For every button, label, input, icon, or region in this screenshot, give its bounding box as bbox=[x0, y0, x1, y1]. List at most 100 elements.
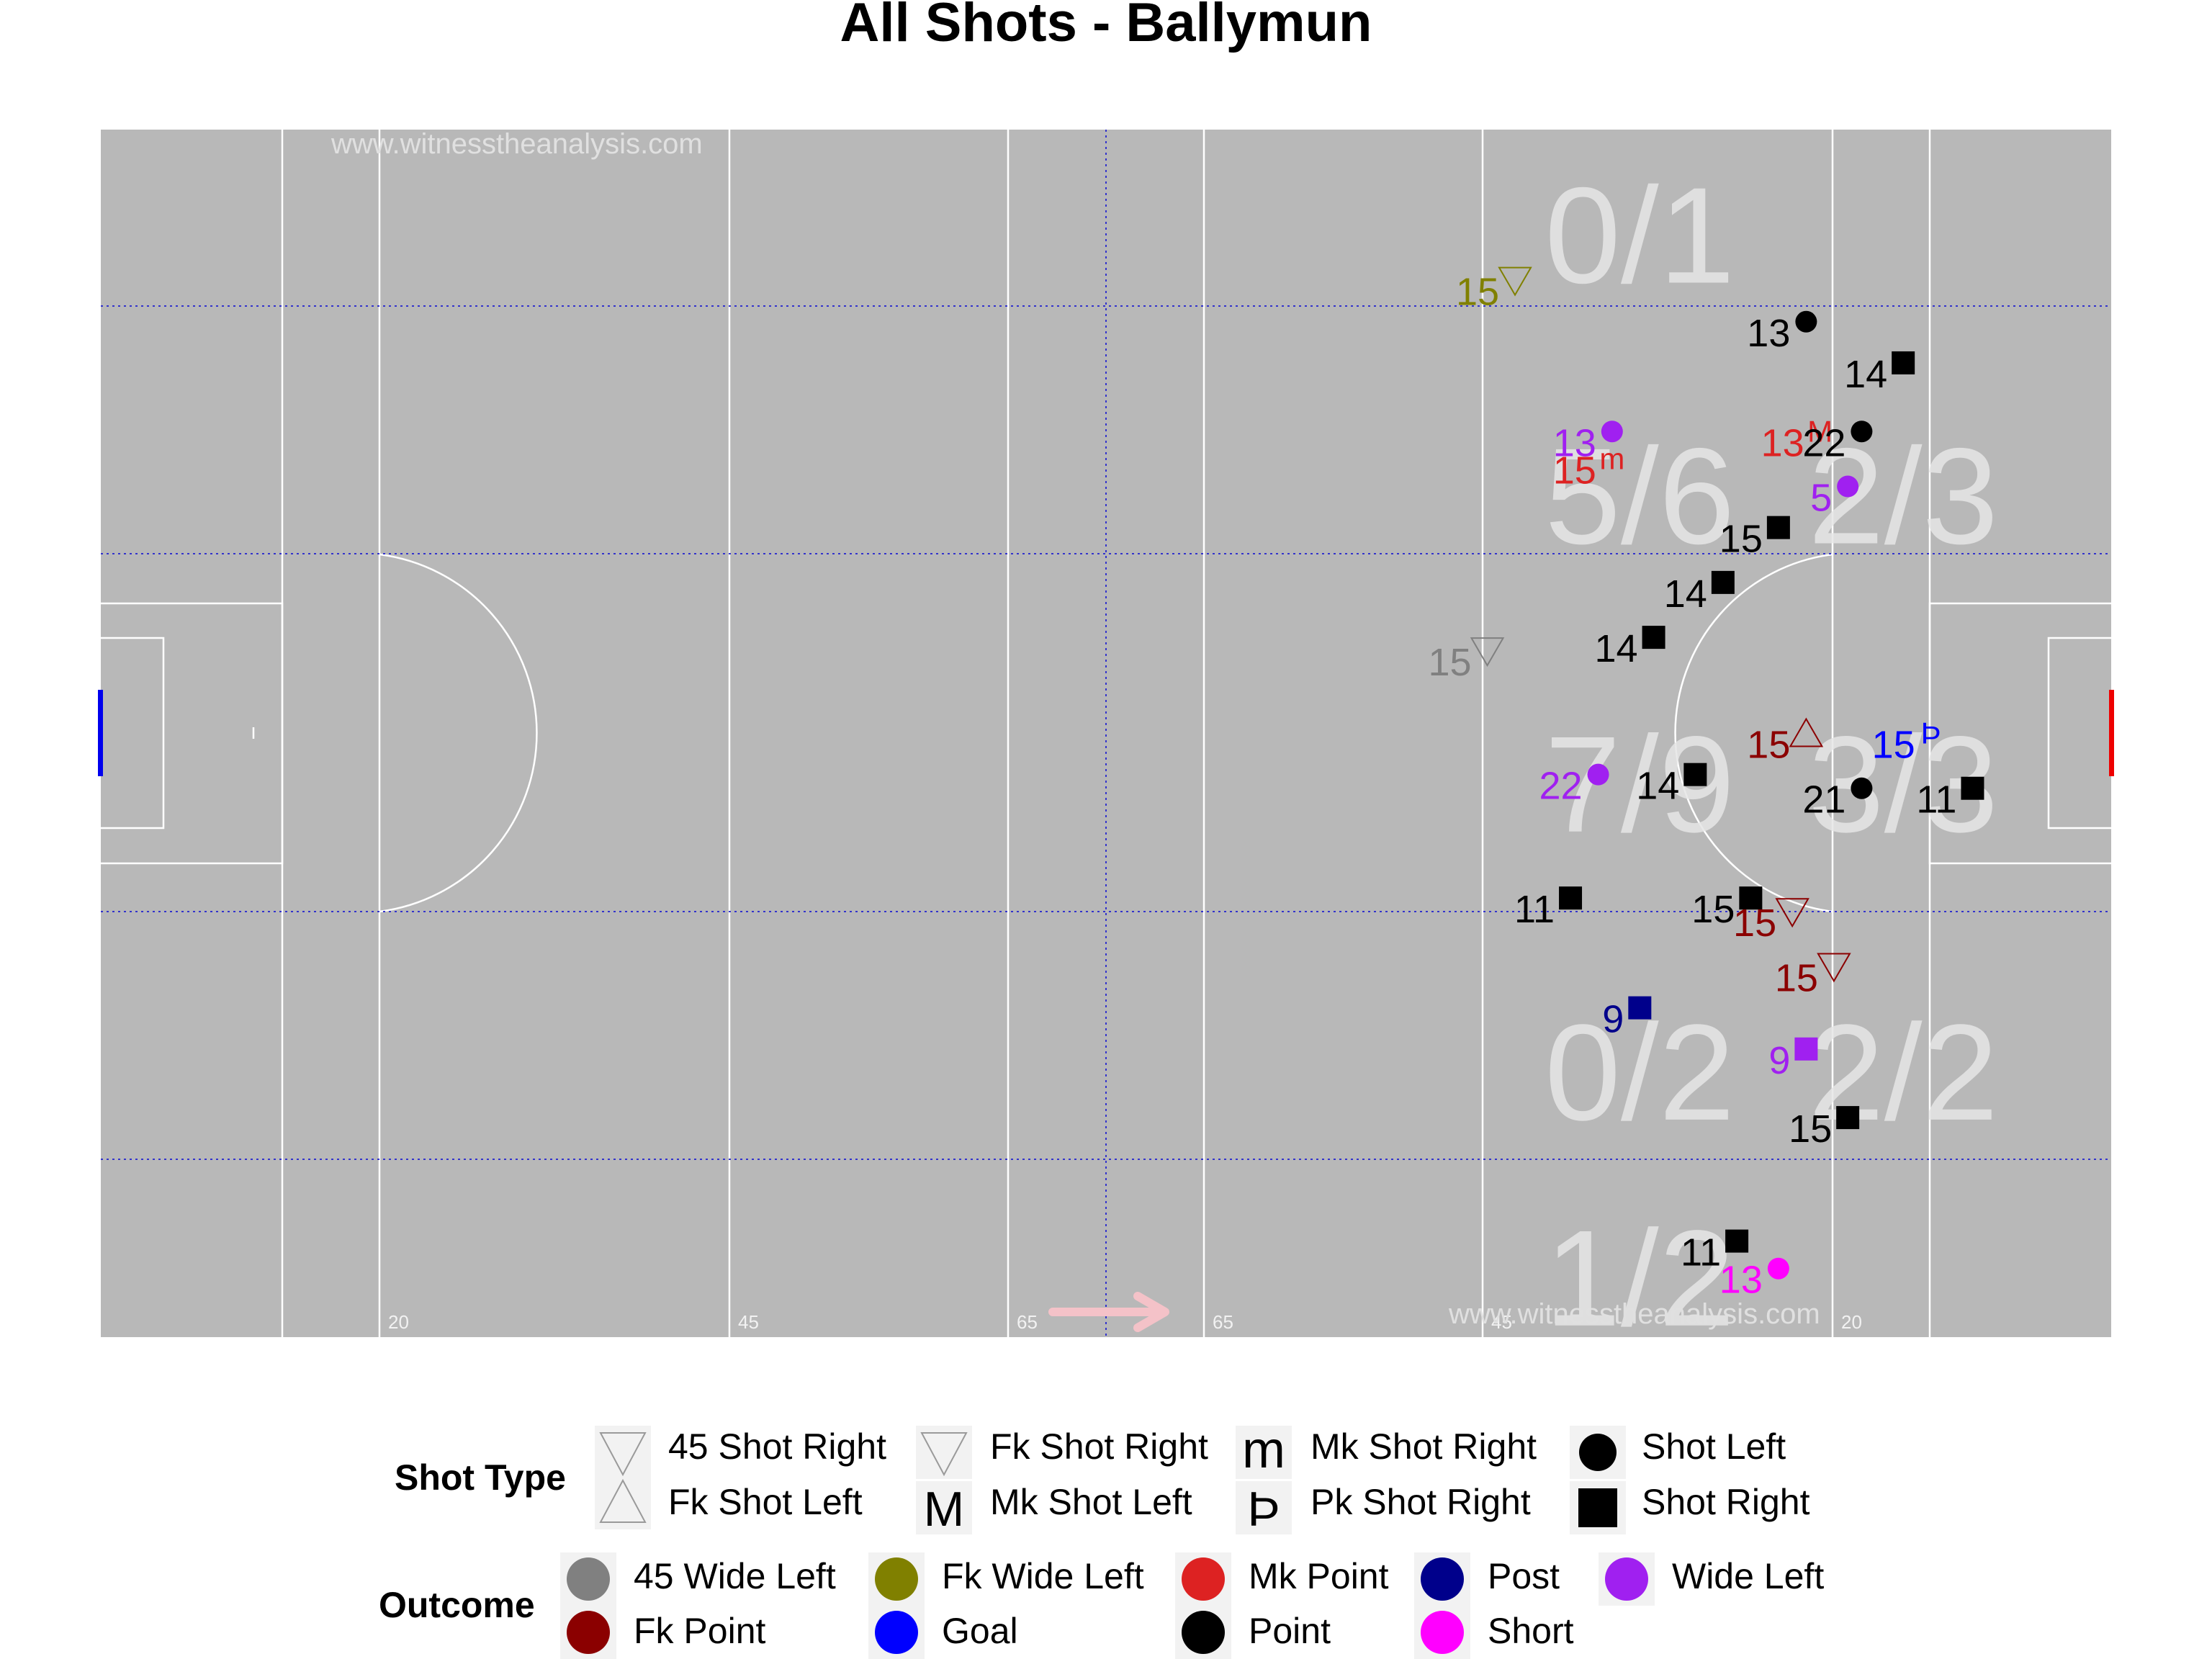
distance-label: 45 bbox=[738, 1311, 759, 1333]
pitch-lines bbox=[101, 130, 2111, 1337]
shot-point bbox=[1836, 1106, 1860, 1130]
shot-marker-shot-left: 22 bbox=[1802, 421, 1873, 464]
large-rectangle-left bbox=[101, 602, 284, 865]
shot-player-label: 9 bbox=[1768, 1039, 1790, 1082]
shot-player-label: 15 bbox=[1553, 449, 1596, 492]
legend-label-wide-left: Wide Left bbox=[1672, 1556, 1825, 1596]
shot-type-legend-title: Shot Type bbox=[395, 1457, 566, 1498]
zone-stat-label: 1/2 bbox=[1545, 1202, 1735, 1355]
key-mk-shot-right: m bbox=[1236, 1426, 1292, 1479]
shot-marker-shot-right: 15 bbox=[1789, 1106, 1860, 1151]
shot-point bbox=[1498, 266, 1532, 297]
shot-player-label: 15 bbox=[1719, 518, 1763, 561]
watermark-bottom: www.witnesstheanalysis.com bbox=[1448, 1298, 1820, 1330]
pitch-surface bbox=[101, 130, 2111, 1337]
shot-marker-fk-shot-right: 15 bbox=[1775, 953, 1851, 999]
distance-label: 65 bbox=[1213, 1311, 1233, 1333]
legend-label-fk-shot-right: Fk Shot Right bbox=[990, 1426, 1208, 1467]
key-short bbox=[1414, 1606, 1470, 1659]
arc-left bbox=[379, 553, 538, 913]
shot-point bbox=[1642, 626, 1665, 649]
shot-point: Þ bbox=[1921, 716, 1941, 750]
shot-point bbox=[1892, 351, 1915, 374]
shot-player-label: 22 bbox=[1802, 421, 1845, 464]
shot-marker-fk-shot-right: 15 bbox=[1456, 266, 1532, 314]
key-45-wide-left bbox=[560, 1552, 616, 1606]
pitch-chart: www.witnesstheanalysis.com 20 45 65 65 4… bbox=[98, 128, 2114, 1355]
shot-player-label: 21 bbox=[1802, 778, 1845, 822]
left-goal bbox=[98, 690, 103, 776]
shot-marker-shot-right: 9 bbox=[1768, 1037, 1818, 1082]
zone-stat-label: 2/3 bbox=[1808, 421, 1998, 573]
shot-point bbox=[1725, 1229, 1749, 1253]
distance-label: 20 bbox=[1841, 1311, 1862, 1333]
shot-marker-fk-shot-left: 15 bbox=[1747, 717, 1824, 767]
shot-player-label: 22 bbox=[1539, 765, 1582, 808]
legend-label-mk-shot-right: Mk Shot Right bbox=[1310, 1426, 1537, 1467]
shot-player-label: 15 bbox=[1775, 956, 1818, 999]
shot-point bbox=[1851, 421, 1873, 443]
shot-player-label: 15 bbox=[1428, 641, 1471, 684]
shot-point bbox=[1789, 717, 1824, 747]
shot-marker-shot-right: 11 bbox=[1514, 886, 1583, 931]
shot-player-label: 13 bbox=[1719, 1259, 1763, 1302]
key-shot-left bbox=[1570, 1426, 1626, 1479]
chart-title: All Shots - Ballymun bbox=[840, 0, 1372, 53]
outcome-legend-title: Outcome bbox=[379, 1585, 535, 1625]
shot-marker-shot-right: 11 bbox=[1916, 776, 1984, 822]
shot-marker-shot-right: 15 bbox=[1691, 886, 1763, 931]
legend-label-short: Short bbox=[1488, 1611, 1574, 1651]
key-mk-shot-left: M bbox=[916, 1481, 972, 1534]
shot-player-label: 15 bbox=[1733, 902, 1776, 945]
legend-label-point: Point bbox=[1249, 1611, 1331, 1651]
key-fk-shot bbox=[595, 1426, 651, 1529]
shot-marker-shot-right: 11 bbox=[1681, 1229, 1749, 1274]
shot-player-label: 11 bbox=[1514, 888, 1555, 931]
distance-label: 20 bbox=[388, 1311, 409, 1333]
legend-label-shot-left: Shot Left bbox=[1642, 1426, 1786, 1467]
shot-marker-shot-right: 14 bbox=[1664, 570, 1735, 616]
distance-labels: 20 45 65 65 45 20 bbox=[388, 1311, 1862, 1333]
shot-point bbox=[1470, 637, 1505, 667]
key-fk-shot-right bbox=[916, 1426, 972, 1479]
zone-stat-label: 0/1 bbox=[1545, 159, 1735, 312]
legend-label-goal: Goal bbox=[942, 1611, 1018, 1651]
key-fk-wide-left bbox=[868, 1552, 925, 1606]
zone-stat-label: 0/2 bbox=[1545, 997, 1735, 1149]
shot-player-label: 13 bbox=[1747, 312, 1790, 355]
glyph-pk-shot-right: Þ bbox=[1247, 1482, 1280, 1534]
shot-player-label: 13 bbox=[1761, 421, 1804, 464]
watermark-top: www.witnesstheanalysis.com bbox=[331, 128, 703, 160]
shot-marker-shot-left: 5 bbox=[1810, 475, 1859, 519]
shot-marker-shot-left: 13 bbox=[1553, 421, 1623, 464]
shot-player-label: 14 bbox=[1844, 353, 1887, 396]
shot-point bbox=[1683, 763, 1707, 786]
shot-player-label: 15 bbox=[1789, 1107, 1832, 1151]
glyph-mk-shot-right: m bbox=[1242, 1426, 1285, 1479]
zone-stat-label: 5/6 bbox=[1545, 421, 1735, 573]
shot-point bbox=[1711, 570, 1735, 594]
shot-point bbox=[1628, 996, 1652, 1020]
right-goal bbox=[2109, 690, 2114, 776]
legend-label-pk-shot-right: Pk Shot Right bbox=[1310, 1482, 1531, 1522]
shot-marker-shot-right: 14 bbox=[1595, 626, 1665, 670]
shot-point bbox=[1837, 475, 1859, 498]
legend-label-fk-shot-left: Fk Shot Left bbox=[668, 1482, 863, 1522]
shot-marker-shot-right: 14 bbox=[1844, 351, 1915, 396]
large-rectangle-right bbox=[1928, 602, 2111, 865]
shot-marker-shot-right: 15 bbox=[1719, 516, 1790, 561]
key-shot-right bbox=[1570, 1481, 1626, 1534]
shot-player-label: 14 bbox=[1664, 572, 1707, 616]
shot-marker-mk-shot-left: M13 bbox=[1761, 414, 1833, 464]
shot-marker-shot-right: 9 bbox=[1602, 996, 1652, 1041]
distance-label: 45 bbox=[1491, 1311, 1512, 1333]
shot-player-label: 15 bbox=[1456, 271, 1499, 314]
key-point bbox=[1175, 1606, 1231, 1659]
shot-point bbox=[1559, 886, 1583, 910]
legend-label-mk-point: Mk Point bbox=[1249, 1556, 1389, 1596]
arc-right bbox=[1674, 553, 1833, 913]
shot-player-label: 13 bbox=[1553, 421, 1596, 464]
shot-player-label: 11 bbox=[1681, 1231, 1721, 1274]
shot-player-label: 14 bbox=[1636, 765, 1679, 808]
